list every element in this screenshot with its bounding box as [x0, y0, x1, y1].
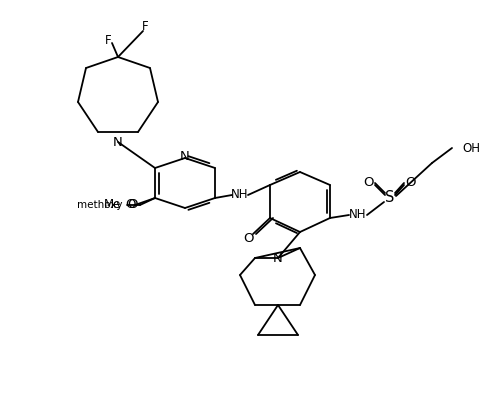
Text: methoxy: methoxy — [77, 200, 123, 210]
Text: N: N — [180, 150, 190, 164]
Text: N: N — [273, 251, 283, 264]
Text: F: F — [105, 33, 111, 46]
Text: Me: Me — [104, 199, 121, 212]
Text: F: F — [142, 19, 148, 33]
Text: O: O — [363, 175, 373, 189]
Text: O: O — [243, 231, 253, 245]
Text: O: O — [128, 199, 138, 212]
Text: N: N — [113, 135, 123, 148]
Text: NH: NH — [231, 189, 249, 202]
Text: methoxy: methoxy — [105, 204, 111, 206]
Text: S: S — [386, 191, 395, 206]
Text: OH: OH — [462, 141, 480, 154]
Text: O: O — [405, 175, 415, 189]
Text: NH: NH — [349, 208, 367, 222]
Text: O: O — [125, 199, 135, 212]
